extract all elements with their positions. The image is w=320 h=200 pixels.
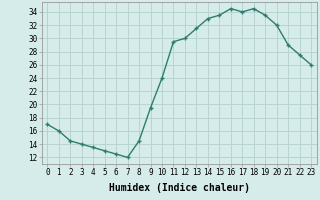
X-axis label: Humidex (Indice chaleur): Humidex (Indice chaleur) (109, 183, 250, 193)
